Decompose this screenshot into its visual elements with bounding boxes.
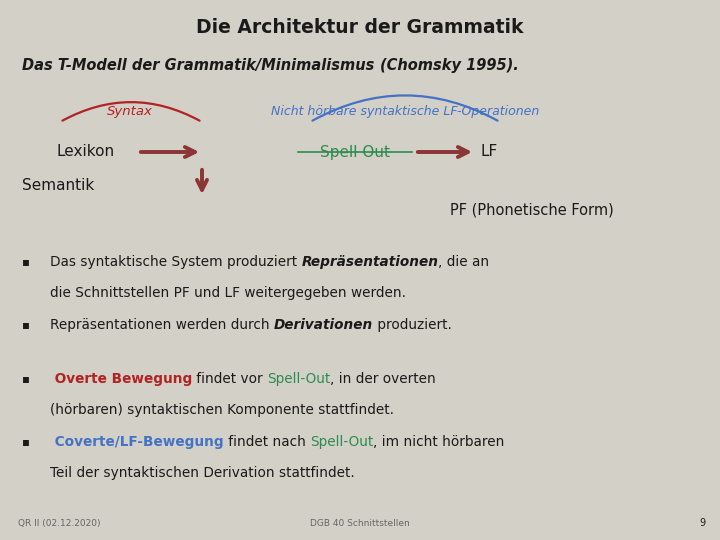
Text: Spell-Out: Spell-Out xyxy=(267,372,330,386)
Text: Nicht hörbare syntaktische LF-Operationen: Nicht hörbare syntaktische LF-Operatione… xyxy=(271,105,539,118)
Text: Semantik: Semantik xyxy=(22,178,94,192)
Text: ▪: ▪ xyxy=(22,318,30,331)
Text: , die an: , die an xyxy=(438,255,490,269)
Text: Spell-Out: Spell-Out xyxy=(310,435,373,449)
Text: ▪: ▪ xyxy=(22,255,30,268)
Text: Spell Out: Spell Out xyxy=(320,145,390,159)
Text: DGB 40 Schnittstellen: DGB 40 Schnittstellen xyxy=(310,519,410,528)
Text: QR II (02.12.2020): QR II (02.12.2020) xyxy=(18,519,101,528)
Text: , im nicht hörbaren: , im nicht hörbaren xyxy=(373,435,505,449)
Text: 9: 9 xyxy=(699,518,705,528)
Text: LF: LF xyxy=(480,145,498,159)
Text: Repräsentationen: Repräsentationen xyxy=(302,255,438,269)
Text: Die Architektur der Grammatik: Die Architektur der Grammatik xyxy=(197,18,523,37)
Text: Teil der syntaktischen Derivation stattfindet.: Teil der syntaktischen Derivation stattf… xyxy=(50,466,355,480)
Text: ▪: ▪ xyxy=(22,372,30,385)
Text: (Chomsky 1995).: (Chomsky 1995). xyxy=(379,58,518,73)
Text: produziert.: produziert. xyxy=(373,318,452,332)
Text: PF (Phonetische Form): PF (Phonetische Form) xyxy=(450,202,613,218)
Text: , in der overten: , in der overten xyxy=(330,372,436,386)
Text: Repräsentationen werden durch: Repräsentationen werden durch xyxy=(50,318,274,332)
Text: findet vor: findet vor xyxy=(192,372,267,386)
Text: Overte Bewegung: Overte Bewegung xyxy=(50,372,192,386)
Text: Syntax: Syntax xyxy=(107,105,153,118)
Text: findet nach: findet nach xyxy=(224,435,310,449)
Text: ▪: ▪ xyxy=(22,435,30,448)
Text: (hörbaren) syntaktischen Komponente stattfindet.: (hörbaren) syntaktischen Komponente stat… xyxy=(50,403,394,417)
Text: Lexikon: Lexikon xyxy=(56,145,114,159)
Text: Derivationen: Derivationen xyxy=(274,318,373,332)
Text: Das T-Modell der Grammatik/Minimalismus: Das T-Modell der Grammatik/Minimalismus xyxy=(22,58,379,73)
Text: die Schnittstellen PF und LF weitergegeben werden.: die Schnittstellen PF und LF weitergegeb… xyxy=(50,286,406,300)
Text: Das syntaktische System produziert: Das syntaktische System produziert xyxy=(50,255,302,269)
Text: Coverte/LF-Bewegung: Coverte/LF-Bewegung xyxy=(50,435,224,449)
